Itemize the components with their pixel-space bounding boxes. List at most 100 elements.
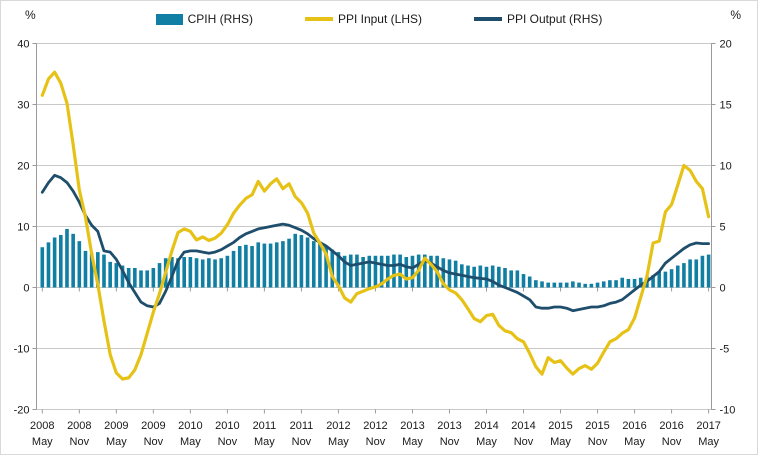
x-axis-label-year: 2016 (622, 420, 646, 432)
cpih-bar (620, 277, 625, 288)
x-axis-label-month: May (254, 436, 275, 448)
cpih-bar (552, 282, 557, 288)
cpih-bar (348, 254, 353, 288)
cpih-bar (404, 257, 409, 288)
cpih-bar (540, 281, 544, 288)
x-axis-label-month: May (106, 436, 127, 448)
cpih-bar (342, 255, 347, 288)
x-axis-label-year: 2017 (696, 420, 720, 432)
cpih-bar (441, 258, 446, 288)
cpih-bar (133, 267, 137, 288)
cpih-bar (392, 254, 396, 288)
cpih-bar (398, 254, 402, 288)
cpih-bars (40, 228, 711, 288)
cpih-bar (256, 242, 261, 288)
cpih-bar (170, 257, 174, 288)
cpih-bar (324, 246, 328, 288)
cpih-bar (700, 255, 705, 288)
cpih-bar (583, 283, 588, 288)
cpih-bar (527, 276, 532, 288)
cpih-bar (59, 235, 63, 288)
x-axis-label-month: Nov (70, 436, 90, 448)
left-axis-unit-label: % (25, 8, 36, 22)
cpih-bar (675, 265, 680, 288)
cpih-bar (126, 267, 131, 288)
cpih-bar (688, 259, 692, 288)
left-axis-tick-label: 20 (17, 161, 29, 173)
cpih-bar (484, 266, 489, 288)
x-axis-label-month: May (402, 436, 423, 448)
cpih-bar (626, 278, 631, 288)
x-axis-label-year: 2012 (363, 420, 387, 432)
cpih-bar (595, 282, 600, 288)
left-axis-tick-label: 10 (17, 222, 29, 234)
cpih-bar (77, 241, 82, 288)
cpih-bar (534, 280, 538, 288)
right-axis-tick-label: 15 (720, 100, 732, 112)
cpih-bar (558, 282, 563, 288)
x-axis-label-month: Nov (218, 436, 238, 448)
x-axis-label-year: 2011 (253, 420, 277, 432)
x-axis-label-month: Nov (662, 436, 682, 448)
cpih-bar (503, 267, 507, 288)
cpih-bar (632, 278, 637, 288)
x-axis-label-month: Nov (144, 436, 164, 448)
cpih-bar (213, 259, 217, 288)
x-axis-label-month: May (698, 436, 719, 448)
cpih-bar (682, 263, 686, 288)
cpih-bar (515, 270, 520, 288)
cpih-bar (385, 255, 390, 288)
cpih-bar (225, 255, 230, 288)
cpih-bar (157, 263, 162, 288)
cpih-bar (83, 250, 88, 288)
right-axis-unit-label: % (730, 8, 741, 22)
x-axis-label-month: May (180, 436, 201, 448)
x-axis-label-year: 2011 (290, 420, 314, 432)
cpih-bar (694, 259, 699, 288)
cpih-bar (262, 243, 267, 288)
x-axis-label-year: 2008 (67, 420, 91, 432)
right-axis-tick-label: 5 (720, 222, 726, 234)
legend: CPIH (RHS) PPI Input (LHS) PPI Output (R… (1, 12, 757, 26)
x-axis-label-year: 2014 (474, 420, 498, 432)
x-axis-label-year: 2015 (585, 420, 609, 432)
x-axis-label-year: 2013 (437, 420, 461, 432)
cpih-bar (497, 266, 501, 288)
x-axis-label-year: 2015 (548, 420, 572, 432)
cpih-bar (638, 277, 643, 288)
cpih-bar (176, 258, 180, 288)
legend-item-ppi-input: PPI Input (LHS) (304, 12, 422, 26)
cpih-bar (311, 241, 316, 288)
cpih-bar (423, 254, 427, 288)
cpih-bar (706, 254, 711, 288)
legend-label-ppi-output: PPI Output (RHS) (507, 12, 603, 26)
ppi-input-swatch-icon (304, 17, 333, 21)
cpih-bar (614, 280, 618, 288)
cpih-bar (145, 270, 149, 288)
cpih-bar (651, 275, 655, 288)
cpih-bar (521, 274, 526, 288)
cpih-bar (355, 254, 359, 288)
cpih-bar (188, 257, 193, 288)
cpih-bar (589, 283, 594, 288)
ppi-input-line (40, 70, 711, 381)
cpih-bar (151, 267, 156, 288)
legend-label-cpih: CPIH (RHS) (187, 12, 253, 26)
cpih-bar (40, 247, 45, 288)
x-axis-label-month: May (624, 436, 645, 448)
x-axis-label-year: 2016 (659, 420, 683, 432)
cpih-bar (571, 281, 575, 288)
x-axis-label-month: May (328, 436, 349, 448)
x-axis-label-month: May (550, 436, 571, 448)
cpih-bar (367, 255, 372, 288)
cpih-bar (410, 255, 415, 288)
right-axis-tick-label: 0 (720, 283, 726, 295)
cpih-bar (361, 257, 365, 288)
cpih-bar (299, 235, 304, 288)
cpih-bar (564, 282, 569, 288)
cpih-bar (274, 242, 279, 288)
ppi-output-swatch-icon (474, 17, 502, 21)
cpih-bar (65, 228, 69, 288)
cpih-bar (96, 252, 100, 288)
